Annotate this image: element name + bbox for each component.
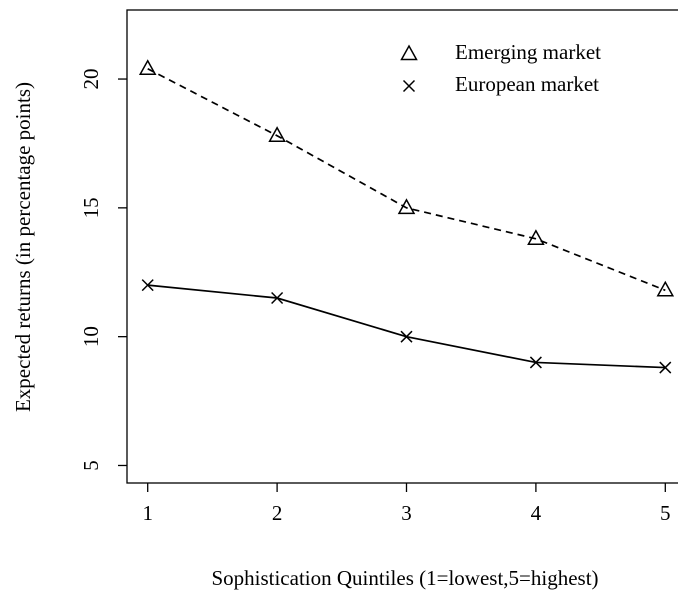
y-axis-title: Expected returns (in percentage points) <box>11 82 35 412</box>
triangle-marker <box>527 229 545 246</box>
y-tick-label: 15 <box>79 197 103 218</box>
y-tick-label: 5 <box>79 460 103 471</box>
triangle-marker <box>656 280 675 297</box>
cross-marker <box>400 330 413 343</box>
triangle-marker <box>397 198 416 215</box>
cross-marker <box>141 279 154 292</box>
x-tick-label: 2 <box>272 501 283 525</box>
series-line <box>147 284 666 369</box>
x-tick-label: 4 <box>531 501 542 525</box>
x-axis-title: Sophistication Quintiles (1=lowest,5=hig… <box>211 566 598 590</box>
cross-marker <box>402 79 416 93</box>
y-tick-label: 10 <box>79 326 103 347</box>
triangle-marker <box>268 126 286 142</box>
triangle-marker <box>138 59 157 75</box>
y-tick-label: 20 <box>79 69 103 90</box>
legend-label: European market <box>455 72 599 96</box>
series-line <box>147 67 666 292</box>
x-tick-label: 1 <box>142 501 153 525</box>
triangle-marker <box>400 44 418 61</box>
cross-marker <box>659 361 672 374</box>
x-tick-label: 3 <box>401 501 412 525</box>
cross-marker <box>529 356 542 369</box>
cross-marker <box>271 291 284 305</box>
x-tick-label: 5 <box>660 501 671 525</box>
legend-label: Emerging market <box>455 40 601 64</box>
